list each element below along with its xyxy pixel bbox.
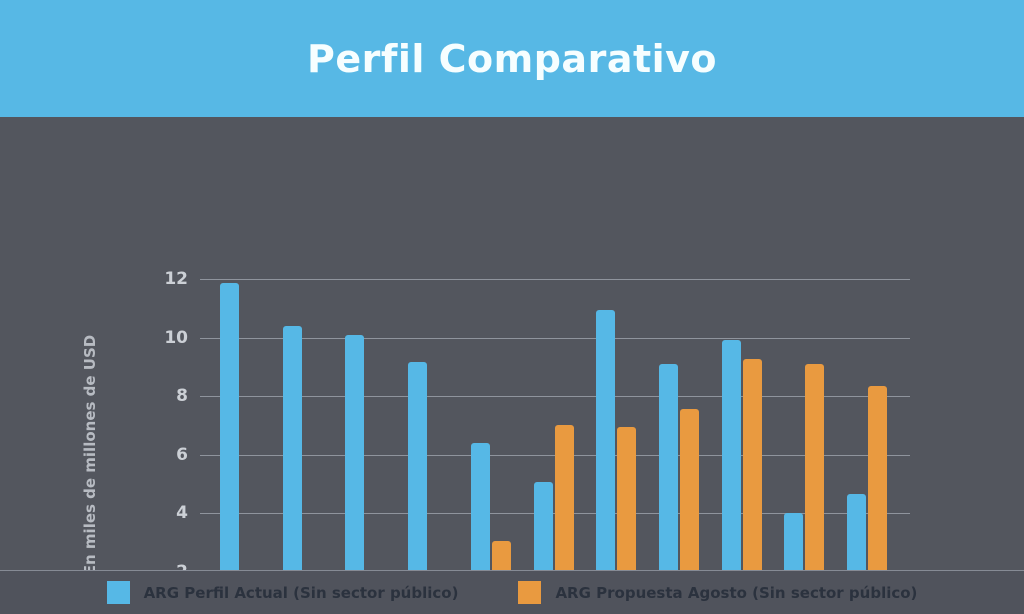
bar-actual-2027 <box>658 364 678 614</box>
bar-propuesta-2030 <box>868 386 887 614</box>
page-title: Perfil Comparativo <box>306 36 718 81</box>
bar-propuesta-2028 <box>742 359 762 614</box>
y-tick-label-12: 12 <box>164 269 188 289</box>
y-tick-label-6: 6 <box>176 444 188 465</box>
bar-actual-2026 <box>596 310 616 614</box>
y-axis-ticks: 024681012 <box>118 269 188 614</box>
bar-actual-2021 <box>282 326 302 614</box>
y-tick-label-10: 10 <box>164 327 188 348</box>
legend: ARG Perfil Actual (Sin sector público) A… <box>0 570 1024 614</box>
bar-actual-2022 <box>345 335 365 614</box>
y-tick-label-8: 8 <box>176 386 188 406</box>
legend-item-propuesta-agosto: ARG Propuesta Agosto (Sin sector público… <box>518 581 917 604</box>
bar-actual-2028 <box>721 340 741 614</box>
bar-actual-2023 <box>408 362 428 614</box>
plot-area <box>200 279 910 614</box>
gridline-12 <box>200 279 910 280</box>
bar-propuesta-2025 <box>554 425 574 614</box>
title-banner: Perfil Comparativo <box>0 0 1024 117</box>
y-tick-label-4: 4 <box>176 503 188 523</box>
bar-propuesta-2027 <box>679 409 699 614</box>
bar-actual-2020 <box>220 283 239 614</box>
gridline-8 <box>200 396 910 397</box>
legend-label-perfil-actual: ARG Perfil Actual (Sin sector público) <box>143 583 459 602</box>
legend-swatch-propuesta-agosto <box>518 581 542 604</box>
y-axis-title: En miles de millones de USD <box>81 334 100 575</box>
legend-swatch-perfil-actual <box>106 581 130 604</box>
legend-label-propuesta-agosto: ARG Propuesta Agosto (Sin sector público… <box>555 583 918 602</box>
bar-propuesta-2029 <box>805 364 825 614</box>
gridline-10 <box>200 337 910 339</box>
bar-propuesta-2026 <box>617 427 637 614</box>
bar-chart: En miles de millones de USD 024681012 20… <box>0 117 1024 614</box>
legend-item-perfil-actual: ARG Perfil Actual (Sin sector público) <box>106 581 459 604</box>
